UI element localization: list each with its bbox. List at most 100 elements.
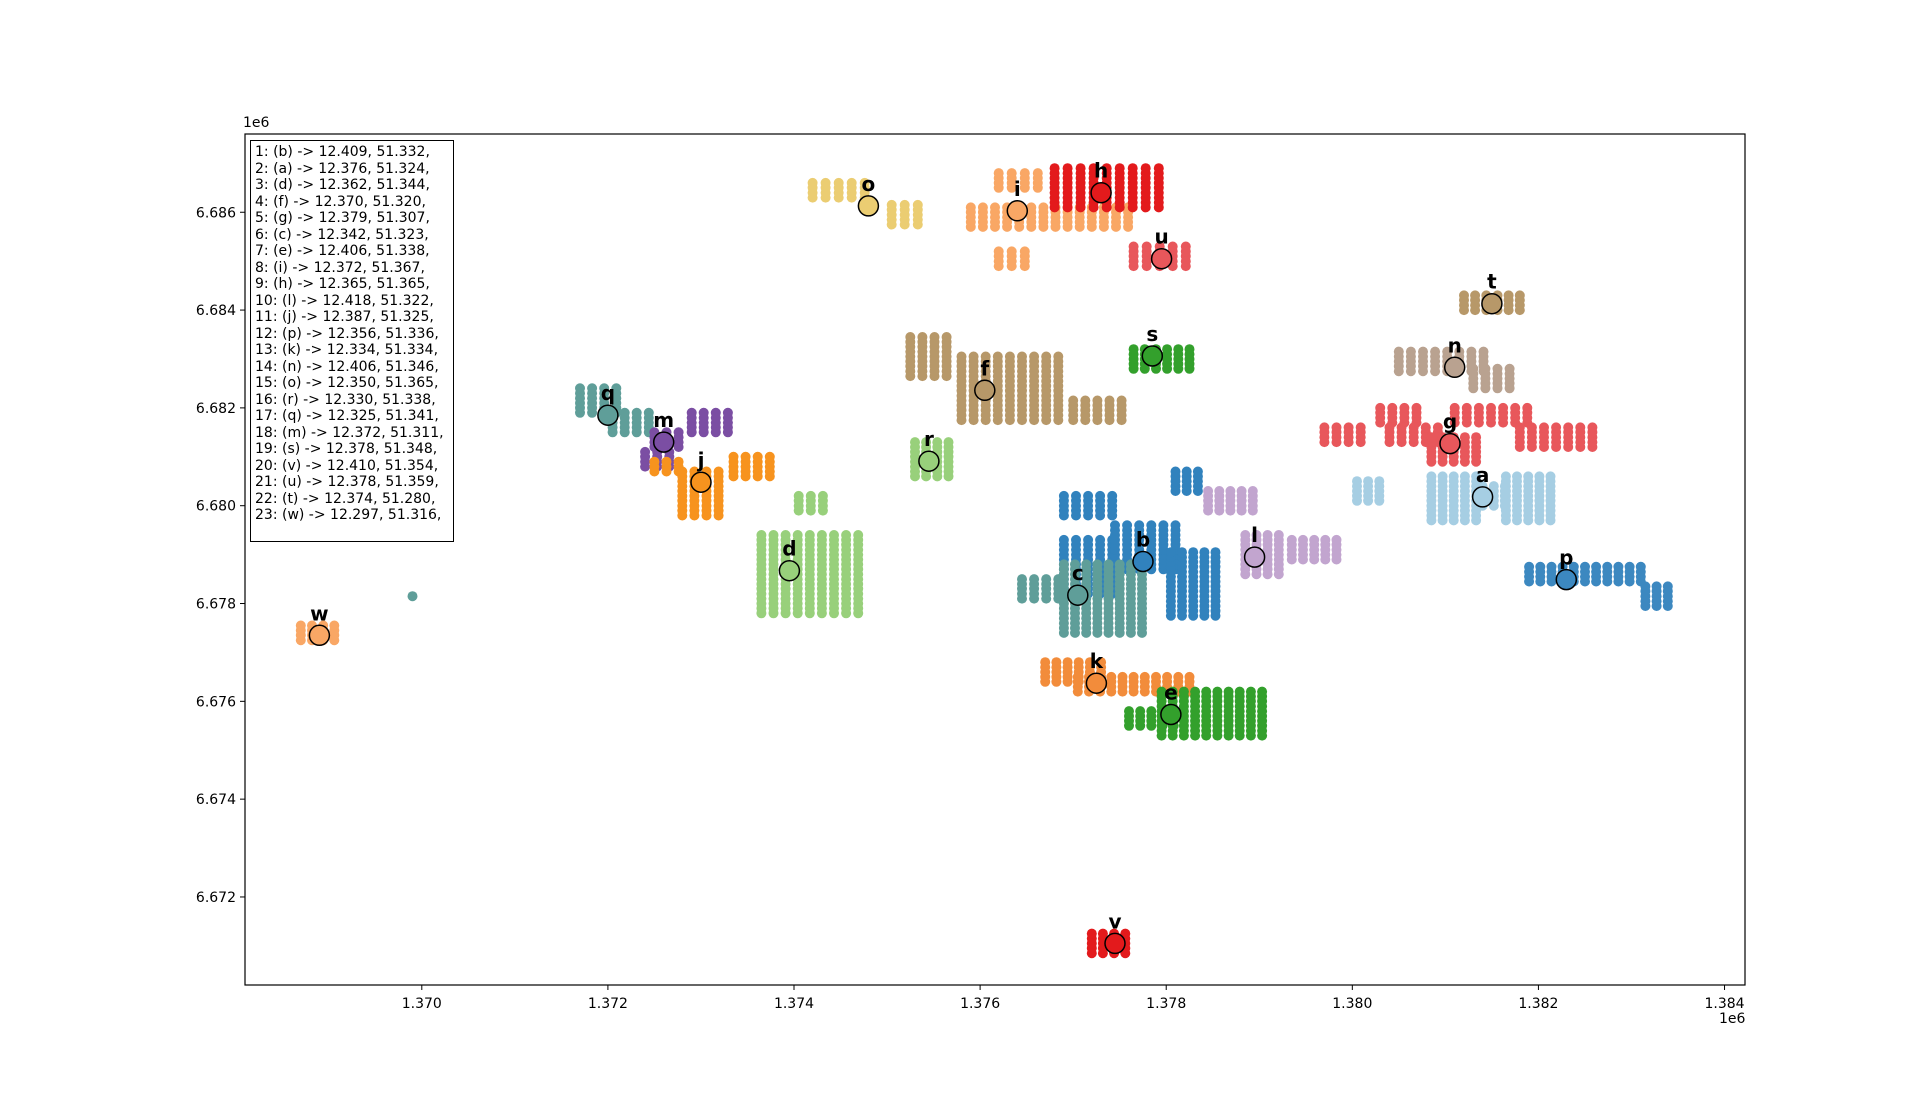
point-e (1234, 686, 1245, 697)
point-a (1437, 471, 1448, 482)
point-n (1504, 363, 1515, 374)
point-m (722, 407, 733, 418)
point-k (1072, 671, 1083, 682)
point-c (407, 591, 418, 602)
point-g (1449, 402, 1460, 413)
point-e (1178, 686, 1189, 697)
centroid-label-g: g (1443, 410, 1457, 434)
legend-entry: 14: (n) -> 12.406, 51.346, (255, 358, 439, 375)
centroid-label-r: r (924, 427, 934, 451)
point-b (1177, 547, 1187, 558)
centroid-label-w: w (310, 601, 328, 625)
centroid-label-q: q (601, 381, 615, 405)
point-a (1512, 471, 1522, 482)
point-i (990, 202, 1000, 213)
point-p (1651, 581, 1662, 592)
point-o (833, 177, 844, 188)
point-j (764, 451, 775, 462)
centroid-label-s: s (1146, 322, 1158, 346)
point-c (1114, 559, 1125, 570)
centroid-label-a: a (1476, 463, 1490, 487)
point-i (1006, 168, 1017, 179)
centroid-c (1067, 584, 1089, 606)
point-f (1068, 395, 1079, 406)
point-f (929, 332, 940, 342)
point-b (1110, 520, 1120, 531)
point-g (1319, 422, 1330, 433)
cluster-centroids: a b c d e f g h i j k l m n o p q r s t u v w (308, 159, 1578, 955)
point-l (1309, 534, 1320, 545)
point-n (1405, 346, 1416, 357)
point-h (1140, 163, 1151, 174)
point-b (1170, 466, 1181, 477)
point-d (756, 530, 767, 540)
x-tick-label: 1.378 (1146, 996, 1186, 1012)
legend-entry: 22: (t) -> 12.374, 51.280, (255, 490, 436, 507)
point-n (1430, 346, 1441, 357)
point-d (768, 530, 779, 540)
point-f (1104, 395, 1115, 406)
point-c (1103, 559, 1114, 570)
centroid-label-c: c (1072, 561, 1084, 585)
legend-entry: 10: (l) -> 12.418, 51.322, (255, 292, 434, 309)
point-m (686, 407, 697, 418)
point-q (599, 383, 610, 394)
legend-entry: 18: (m) -> 12.372, 51.311, (255, 424, 444, 441)
point-p (1568, 561, 1579, 572)
cluster-points (295, 163, 1673, 959)
x-tick-label: 1.370 (402, 996, 442, 1012)
centroid-label-u: u (1154, 225, 1168, 249)
point-k (1184, 671, 1195, 682)
centroid-h (1090, 181, 1112, 204)
centroid-v (1104, 932, 1126, 955)
point-n (1393, 346, 1404, 357)
point-d (816, 530, 827, 540)
point-g (1471, 432, 1482, 443)
point-f (1041, 351, 1052, 362)
y-tick-label: 6.672 (196, 890, 236, 906)
point-e (1245, 686, 1256, 697)
point-a (1488, 481, 1499, 492)
point-g (1396, 422, 1407, 433)
point-h (1101, 163, 1112, 174)
point-b (1199, 547, 1210, 558)
point-c (1029, 574, 1040, 585)
point-g (1408, 422, 1419, 433)
point-p (1624, 561, 1635, 572)
point-g (1375, 402, 1386, 413)
point-l (1236, 486, 1247, 496)
plot-frame (244, 133, 1746, 986)
centroid-label-v: v (1108, 909, 1121, 933)
point-c (1058, 559, 1069, 570)
centroid-u (1150, 247, 1173, 270)
point-d (780, 530, 791, 540)
point-s (1128, 344, 1139, 355)
legend-entry: 7: (e) -> 12.406, 51.338, (255, 243, 430, 259)
point-g (1384, 422, 1395, 433)
x-tick-label: 1.382 (1518, 996, 1558, 1012)
point-g (1526, 422, 1537, 433)
point-b (1071, 490, 1081, 501)
centroid-p (1555, 568, 1578, 591)
point-h (1127, 163, 1138, 174)
point-p (1613, 561, 1624, 572)
point-h (1062, 163, 1073, 174)
point-m (698, 407, 709, 418)
point-e (1257, 686, 1268, 697)
point-c (1041, 574, 1052, 585)
point-g (1514, 422, 1525, 433)
point-n (1492, 363, 1503, 374)
point-e (1146, 706, 1157, 717)
centroid-q (597, 404, 619, 426)
point-j (649, 456, 660, 467)
legend-entry: 11: (j) -> 12.387, 51.325, (255, 309, 434, 325)
point-g (1498, 402, 1509, 413)
point-b (1058, 534, 1069, 545)
point-d (793, 490, 804, 501)
point-b (1170, 520, 1181, 531)
y-tick-label: 6.684 (196, 303, 236, 319)
x-tick-label: 1.376 (960, 996, 1000, 1012)
x-axis-ticks: 1.370 1.372 1.374 1.376 1.378 1.380 1.382 1.384 (402, 985, 1745, 1012)
point-i (993, 246, 1004, 257)
